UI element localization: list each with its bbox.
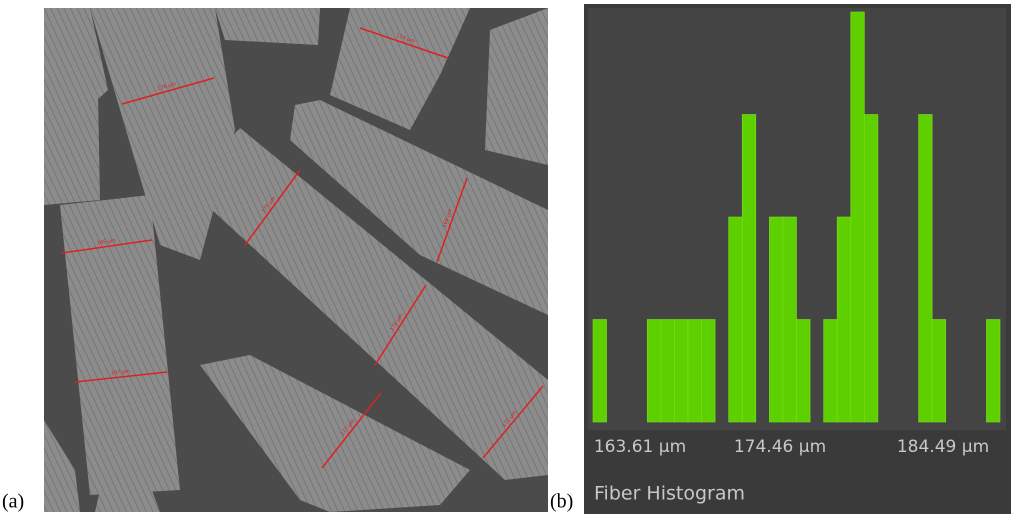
bar (674, 320, 688, 423)
bar (729, 217, 743, 422)
bar (824, 320, 838, 423)
panel-label: (a) (2, 491, 24, 513)
bar (742, 115, 756, 423)
figure: 174 μm176 μm175 μm169 μm166 μm172 μm167 … (0, 0, 1013, 517)
bar (837, 217, 851, 422)
panel-label: (b) (550, 491, 573, 513)
bar (688, 320, 702, 423)
x-label: 174.46 μm (734, 437, 826, 457)
sem-image (44, 8, 548, 512)
bar (932, 320, 946, 423)
bar (647, 320, 661, 423)
bar (783, 217, 797, 422)
bar (702, 320, 716, 423)
bar (661, 320, 675, 423)
bar (797, 320, 811, 423)
bar (919, 115, 933, 423)
chart-title: Fiber Histogram (594, 483, 745, 505)
bar (851, 12, 865, 422)
bar (986, 320, 1000, 423)
x-label: 184.49 μm (897, 437, 989, 457)
bar (593, 320, 607, 423)
bar (769, 217, 783, 422)
bar (864, 115, 878, 423)
x-label: 163.61 μm (594, 437, 686, 457)
